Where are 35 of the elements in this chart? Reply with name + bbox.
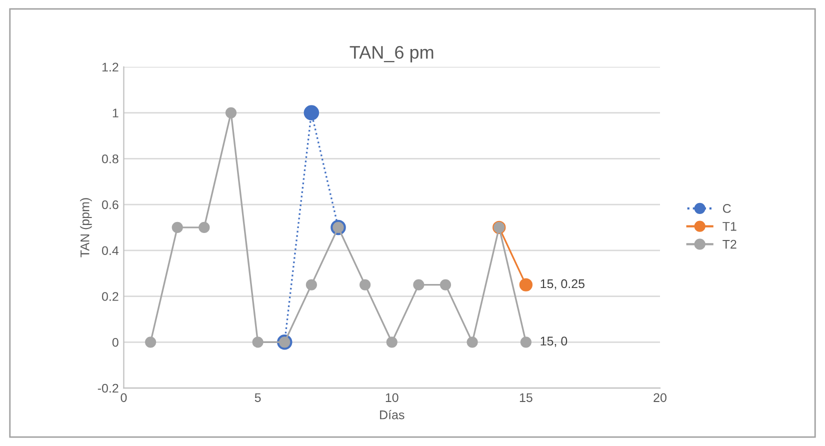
point bbox=[252, 336, 264, 348]
legend-label: C bbox=[722, 204, 731, 213]
point bbox=[386, 336, 398, 348]
y-tick-label: -0.2 bbox=[98, 384, 118, 393]
y-axis-title: TAN (ppm) bbox=[80, 198, 92, 258]
y-tick-label: 0.6 bbox=[102, 200, 118, 210]
point bbox=[519, 278, 533, 292]
y-tick-label: 1 bbox=[112, 108, 118, 118]
y-tick-label: 0.4 bbox=[102, 246, 119, 256]
legend-label: T1 bbox=[722, 222, 736, 231]
point bbox=[466, 336, 478, 348]
point bbox=[145, 336, 156, 348]
point bbox=[306, 279, 317, 290]
point bbox=[440, 279, 452, 290]
point bbox=[413, 279, 424, 290]
point bbox=[172, 222, 183, 234]
x-tick-label: 5 bbox=[254, 393, 261, 402]
y-tick-label: 0.2 bbox=[102, 292, 118, 301]
x-axis-title: Días bbox=[380, 410, 404, 420]
point bbox=[304, 105, 320, 120]
y-tick-label: 0.8 bbox=[102, 154, 118, 164]
point bbox=[520, 336, 532, 348]
y-tick-label: 1.2 bbox=[102, 62, 118, 72]
x-tick-label: 20 bbox=[654, 393, 666, 402]
point bbox=[360, 279, 371, 290]
point bbox=[225, 107, 237, 118]
annotation: 15, 0 bbox=[540, 336, 568, 347]
point bbox=[198, 222, 210, 234]
x-tick-label: 10 bbox=[386, 393, 398, 402]
chart-title: TAN_6 pm bbox=[350, 46, 434, 62]
x-tick-label: 15 bbox=[520, 393, 532, 402]
y-tick-label: 0 bbox=[112, 338, 118, 347]
legend-label: T2 bbox=[722, 240, 736, 249]
x-tick-label: 0 bbox=[120, 393, 127, 402]
annotation: 15, 0.25 bbox=[540, 279, 584, 290]
